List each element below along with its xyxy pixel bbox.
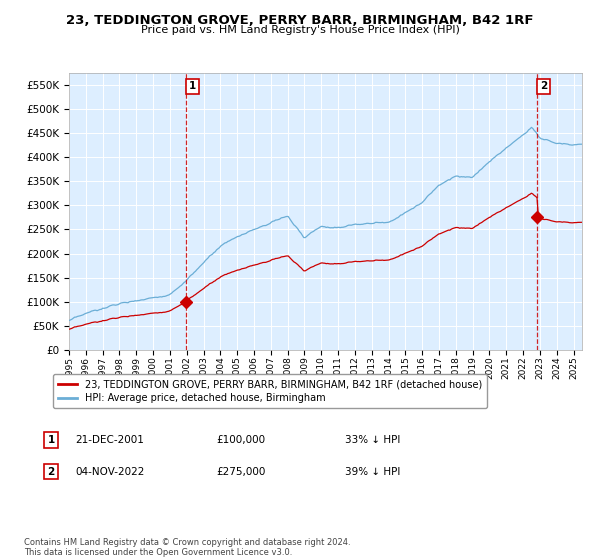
Legend: 23, TEDDINGTON GROVE, PERRY BARR, BIRMINGHAM, B42 1RF (detached house), HPI: Ave: 23, TEDDINGTON GROVE, PERRY BARR, BIRMIN… (53, 375, 487, 408)
Text: £275,000: £275,000 (216, 466, 265, 477)
Text: 33% ↓ HPI: 33% ↓ HPI (345, 435, 400, 445)
Text: 2: 2 (540, 81, 547, 91)
Text: 39% ↓ HPI: 39% ↓ HPI (345, 466, 400, 477)
Text: 23, TEDDINGTON GROVE, PERRY BARR, BIRMINGHAM, B42 1RF: 23, TEDDINGTON GROVE, PERRY BARR, BIRMIN… (66, 14, 534, 27)
Text: Price paid vs. HM Land Registry's House Price Index (HPI): Price paid vs. HM Land Registry's House … (140, 25, 460, 35)
Text: Contains HM Land Registry data © Crown copyright and database right 2024.
This d: Contains HM Land Registry data © Crown c… (24, 538, 350, 557)
Text: 04-NOV-2022: 04-NOV-2022 (75, 466, 145, 477)
Text: 1: 1 (47, 435, 55, 445)
Text: 21-DEC-2001: 21-DEC-2001 (75, 435, 144, 445)
Text: £100,000: £100,000 (216, 435, 265, 445)
Text: 2: 2 (47, 466, 55, 477)
Text: 1: 1 (189, 81, 196, 91)
